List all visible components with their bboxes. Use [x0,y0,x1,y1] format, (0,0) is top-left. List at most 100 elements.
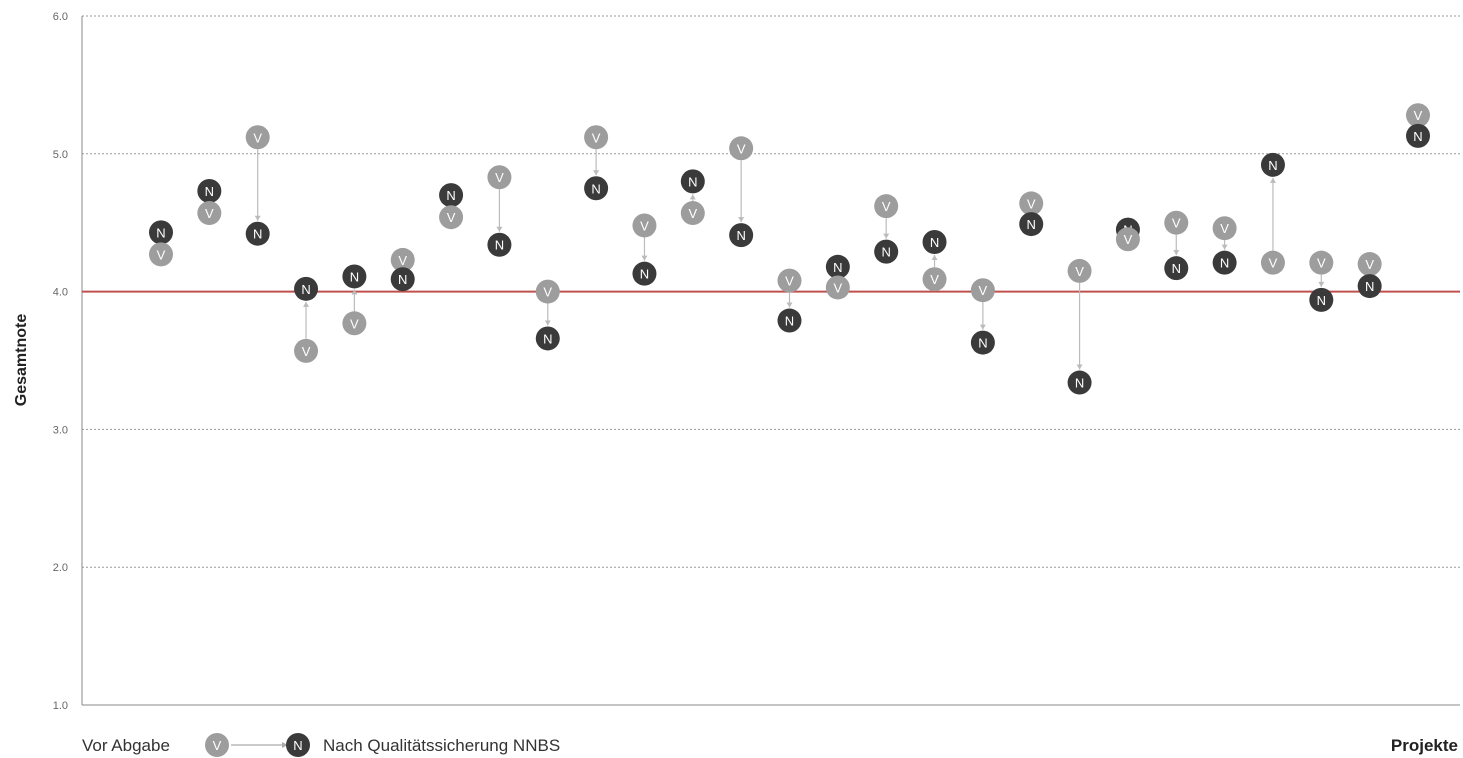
point-after [680,169,705,194]
point-after [1357,274,1382,299]
point-after-letter: N [1268,158,1277,173]
point-before-letter: V [543,285,552,300]
point-before [777,268,802,293]
point-before [197,201,222,226]
point-after [825,254,850,279]
connector-arrow [786,302,793,308]
point-before [487,165,512,190]
y-tick-label: 4.0 [53,287,68,299]
point-after [1067,370,1092,395]
legend-after-label: Nach Qualitätssicherung NNBS [323,736,560,755]
point-before-letter: V [1269,256,1278,271]
point-after [1164,256,1189,281]
point-before-letter: V [253,130,262,145]
point-after-letter: N [978,336,987,351]
point-after [1309,287,1334,312]
point-after [777,308,802,333]
point-after [584,176,609,201]
point-before-letter: V [1220,221,1229,236]
point-before [1115,227,1140,252]
connector-arrow [593,170,600,176]
point-before [1309,250,1334,275]
point-before [1067,258,1092,283]
connector-arrow [1221,244,1228,250]
point-before-letter: V [447,210,456,225]
point-after-letter: N [446,188,455,203]
point-before-letter: V [640,218,649,233]
y-tick-labels: 1.0 2.0 3.0 4.0 5.0 6.0 [53,11,68,712]
point-before [922,267,947,292]
point-after [970,330,995,355]
point-before [632,213,657,238]
point-after-letter: N [543,331,552,346]
point-after [197,179,222,204]
point-after-letter: N [736,228,745,243]
legend: Vor Abgabe V N Nach Qualitätssicherung N… [82,733,560,757]
point-before [1260,250,1285,275]
point-before-letter: V [1365,257,1374,272]
point-before [874,194,899,219]
connector-arrow [641,255,648,261]
point-after-letter: N [1027,217,1036,232]
connector-arrow [1318,281,1325,287]
markers: NVNVVNNVNVVNNVVNVNVNVNNVVNVNNVVNNVVNVNVN… [149,103,1430,395]
point-before [825,275,850,300]
point-before [1164,210,1189,235]
point-before-letter: V [398,253,407,268]
y-tick-label: 3.0 [53,424,68,436]
point-after-letter: N [785,314,794,329]
point-before-letter: V [834,280,843,295]
point-before [439,205,464,230]
point-before [1357,252,1382,277]
legend-before-marker [205,733,229,757]
point-before-letter: V [785,274,794,289]
connector-arrow [303,301,310,307]
point-after [390,267,415,292]
point-before-letter: V [1414,108,1423,123]
point-before [970,278,995,303]
connectors [254,149,1325,370]
point-before-letter: V [495,170,504,185]
connector-arrow [1269,177,1276,183]
point-after-letter: N [591,181,600,196]
point-after [1406,123,1430,148]
point-after-letter: N [1365,279,1374,294]
point-before [680,201,705,226]
point-after [632,261,657,286]
point-after-letter: N [688,174,697,189]
point-before-letter: V [205,206,214,221]
point-before [1019,191,1044,216]
connector-arrow [544,320,551,326]
point-before-letter: V [688,206,697,221]
point-before [390,247,415,272]
point-before [294,338,319,363]
y-tick-label: 6.0 [53,11,68,23]
point-after-letter: N [1413,129,1422,144]
legend-after-marker-letter: N [293,738,302,753]
point-after-letter: N [640,267,649,282]
point-after [1019,212,1044,237]
point-after-letter: N [156,225,165,240]
point-after-letter: N [833,260,842,275]
axes [81,16,1460,706]
point-after [1212,250,1237,275]
point-after [342,264,367,289]
point-after [245,221,270,246]
point-after-letter: N [1172,261,1181,276]
legend-before-marker-letter: V [213,738,222,753]
point-before [1406,103,1430,128]
point-before [245,125,270,150]
legend-after-marker [286,733,310,757]
point-after-letter: N [1220,256,1229,271]
point-before-letter: V [930,272,939,287]
point-before-letter: V [1124,232,1133,247]
point-after-letter: N [205,184,214,199]
point-before-letter: V [302,344,311,359]
point-before-letter: V [737,141,746,156]
point-after-letter: N [398,272,407,287]
connector-arrow [979,324,986,330]
legend-before-label: Vor Abgabe [82,736,170,755]
point-after-letter: N [1317,293,1326,308]
point-after-letter: N [350,269,359,284]
